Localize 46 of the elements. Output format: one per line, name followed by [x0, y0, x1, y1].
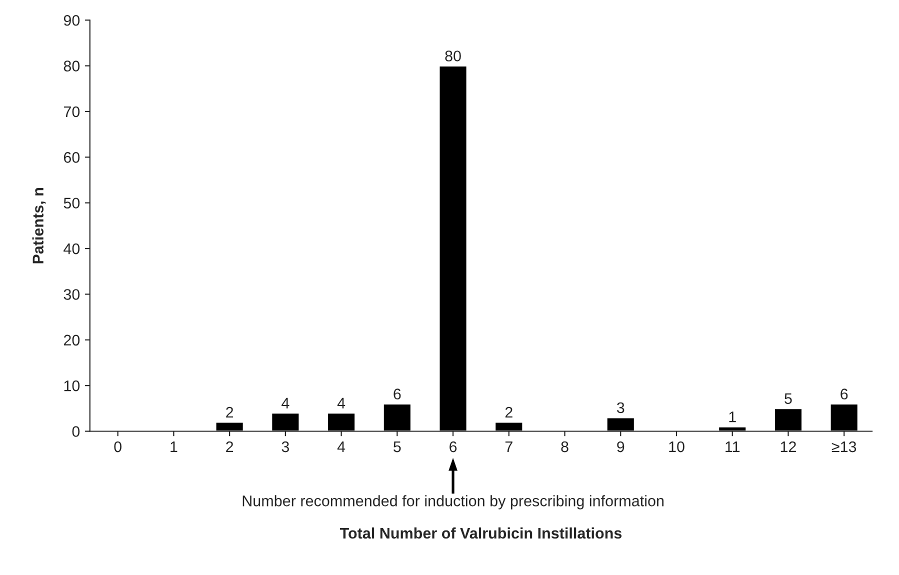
- data-label: 4: [282, 398, 290, 408]
- y-tick-label: 40: [64, 243, 80, 254]
- x-tick-label: 3: [282, 441, 290, 452]
- data-label: 3: [616, 402, 624, 414]
- x-tick-label: 2: [226, 441, 234, 452]
- x-tick-label: 0: [114, 441, 122, 452]
- y-tick-label: 20: [64, 334, 80, 346]
- y-tick-label: 70: [64, 106, 80, 118]
- x-tick-label: 5: [394, 442, 401, 452]
- data-label: 2: [505, 406, 512, 418]
- bar: [438, 65, 468, 432]
- y-tick-label: 80: [64, 60, 80, 72]
- y-tick-label: 0: [72, 426, 80, 437]
- bar: [774, 408, 803, 432]
- bar: [494, 421, 524, 432]
- y-tick-label: 60: [64, 152, 80, 163]
- y-tick-label: 30: [64, 289, 80, 300]
- y-tick-label: 10: [64, 380, 80, 392]
- data-label: 4: [337, 398, 346, 408]
- x-tick-label: 11: [726, 442, 740, 452]
- x-tick-label: 7: [505, 442, 512, 452]
- x-tick-label: 1: [170, 442, 178, 452]
- bar: [214, 421, 244, 432]
- x-axis-title: Total Number of Valrubicin Instillations: [340, 527, 622, 539]
- bar: [326, 412, 356, 432]
- y-tick-label: 50: [64, 198, 80, 209]
- data-label: 2: [226, 406, 234, 418]
- x-tick-label: 9: [617, 441, 624, 452]
- bar: [829, 403, 859, 432]
- x-tick-label: ≥13: [832, 441, 856, 452]
- bar: [606, 416, 636, 432]
- data-label: 5: [784, 393, 792, 404]
- x-tick-label: 10: [669, 441, 684, 452]
- text: Number recommended for induction by prescribing information: [242, 495, 664, 510]
- data-label: 6: [394, 388, 401, 400]
- y-axis-title: Patients, n: [32, 188, 46, 264]
- x-tick-label: 6: [450, 441, 457, 452]
- data-label: 6: [840, 388, 848, 400]
- x-tick-label: 12: [780, 441, 796, 452]
- data-label: 80: [445, 50, 461, 62]
- x-tick-label: 8: [561, 441, 568, 452]
- y-tick-label: 90: [64, 14, 80, 26]
- x-tick-label: 4: [337, 442, 346, 452]
- data-label: 1: [729, 412, 736, 422]
- bar: [270, 412, 300, 432]
- bar: [382, 403, 412, 432]
